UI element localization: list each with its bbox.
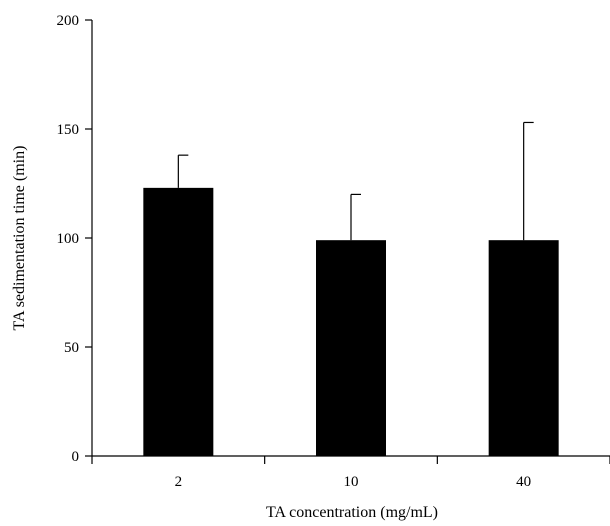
x-tick-label: 10 [344,474,359,490]
y-tick-label: 200 [57,13,80,29]
y-tick-label: 100 [57,231,80,247]
x-tick-label: 2 [175,474,183,490]
bar-10 [316,240,386,456]
x-axis-title: TA concentration (mg/mL) [266,504,438,521]
bar-40 [488,240,559,456]
y-tick-label: 0 [72,449,80,465]
error-bars-layer [177,121,534,241]
y-axis-title: TA sedimentation time (min) [11,146,28,331]
x-tick-label: 40 [516,474,531,490]
bars-layer [143,187,559,457]
y-tick-label: 50 [64,340,79,356]
y-tick-label: 150 [57,122,80,138]
x-ticks-layer: 2 10 40 [91,456,610,490]
y-ticks-layer: 0 50 100 150 200 [57,13,92,465]
bar-2 [143,187,214,457]
